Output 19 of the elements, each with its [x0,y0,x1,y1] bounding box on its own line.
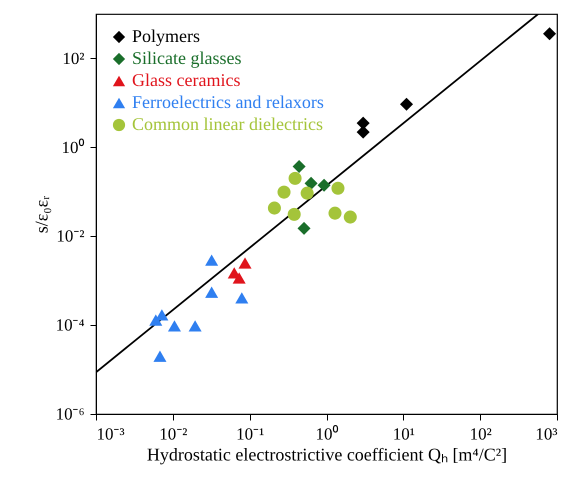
legend-label: Silicate glasses [132,48,242,68]
legend-label: Polymers [132,26,200,46]
y-axis-title: s/ε₀εᵣ [32,196,52,234]
x-tick-label: 10¹ [392,424,415,444]
legend-label: Ferroelectrics and relaxors [132,92,324,112]
x-tick-label: 10⁻² [159,424,188,444]
x-tick-label: 10⁻¹ [236,424,264,444]
x-tick-label: 10⁰ [316,424,338,444]
y-tick-label: 10⁻² [56,226,84,246]
y-tick-label: 10² [62,48,84,68]
legend-label: Glass ceramics [132,70,240,90]
x-tick-label: 10⁻³ [96,424,125,444]
x-tick-label: 10³ [535,424,558,444]
y-tick-label: 10⁻⁴ [56,316,85,335]
x-tick-label: 10² [470,424,492,444]
x-axis-title: Hydrostatic electrostrictive coefficient Qₕ [m⁴/C²] [146,444,508,464]
y-tick-label: 10⁻⁶ [56,404,85,424]
legend-label: Common linear dielectrics [132,114,323,134]
y-tick-label: 10⁰ [62,138,84,157]
